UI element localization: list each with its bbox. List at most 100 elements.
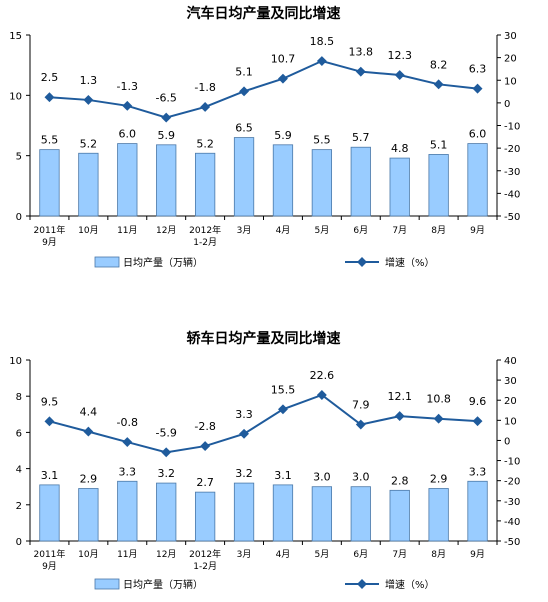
y2-tick-label: -50 [504, 212, 520, 223]
x-tick-label: 2011年 9月 [34, 548, 66, 572]
chart-title: 轿车日均产量及同比增速 [187, 330, 341, 347]
x-tick-label: 2011年 9月 [34, 224, 66, 248]
growth-value-label: -1.8 [194, 81, 215, 94]
y2-tick-label: 0 [504, 99, 510, 110]
bar [389, 489, 410, 542]
bar [428, 154, 449, 217]
x-tick-label: 3月 [237, 549, 252, 560]
growth-point [161, 112, 172, 123]
growth-point [83, 94, 94, 105]
y-tick-label: 0 [16, 212, 22, 223]
growth-value-label: 5.1 [235, 65, 253, 78]
x-tick-label: 12月 [156, 225, 176, 236]
growth-line [49, 393, 478, 454]
y2-tick-label: -10 [504, 122, 520, 133]
bar [233, 137, 255, 217]
bar [117, 480, 138, 542]
chart-title: 汽车日均产量及同比增速 [187, 5, 341, 22]
growth-value-label: 4.4 [80, 406, 98, 419]
x-tick-label: 9月 [470, 225, 485, 236]
bar-value-label: 2.9 [80, 473, 98, 486]
x-tick-label: 11月 [117, 225, 137, 236]
bar-value-label: 3.2 [157, 467, 175, 480]
legend-line-label: 增速（%） [385, 578, 435, 591]
bar-value-label: 5.2 [196, 137, 214, 150]
x-tick-label: 3月 [237, 225, 252, 236]
growth-value-label: 10.8 [426, 393, 451, 406]
bar-value-label: 5.2 [80, 137, 98, 150]
bar-value-label: 3.0 [352, 471, 370, 484]
growth-value-label: 7.9 [352, 399, 370, 412]
y2-tick-label: -20 [504, 144, 520, 155]
bar-value-label: 3.3 [119, 465, 137, 478]
growth-point [433, 79, 444, 90]
x-tick-label: 5月 [315, 225, 330, 236]
growth-value-label: -6.5 [155, 92, 176, 105]
bar [311, 486, 333, 542]
bar [194, 491, 216, 542]
growth-point [394, 70, 405, 80]
growth-line [49, 59, 478, 119]
growth-point [472, 83, 483, 94]
x-tick-label: 6月 [353, 225, 368, 236]
bar [117, 143, 138, 217]
x-tick-label: 10月 [78, 225, 98, 236]
growth-value-label: -1.3 [117, 80, 138, 93]
x-tick-label: 5月 [315, 549, 330, 560]
bar-value-label: 3.1 [41, 469, 59, 482]
growth-value-label: 8.2 [430, 58, 448, 71]
growth-value-label: 12.3 [387, 49, 412, 62]
bar-value-label: 5.9 [274, 129, 292, 142]
x-tick-label: 12月 [156, 549, 176, 560]
y-tick-label: 10 [9, 91, 22, 102]
growth-point [200, 101, 211, 112]
bar-value-label: 3.2 [235, 467, 253, 480]
bar-value-label: 5.5 [41, 134, 59, 147]
growth-value-label: 15.5 [271, 383, 296, 396]
bar [39, 149, 60, 217]
legend-bar-swatch [94, 578, 120, 590]
growth-value-label: 12.1 [387, 390, 412, 403]
legend-bar-label: 日均产量（万辆） [123, 578, 203, 591]
growth-point [161, 447, 172, 458]
growth-value-label: -5.9 [155, 426, 176, 439]
growth-point [433, 413, 444, 424]
y2-tick-label: -40 [504, 189, 520, 200]
bar [272, 484, 294, 542]
growth-point [316, 56, 327, 66]
bar-value-label: 4.8 [391, 142, 409, 155]
legend-bar-label: 日均产量（万辆） [123, 256, 203, 269]
bar [39, 484, 60, 542]
legend-line-marker [357, 257, 367, 267]
growth-point [122, 437, 133, 448]
bar-value-label: 2.9 [430, 473, 448, 486]
growth-value-label: 2.5 [41, 71, 59, 84]
x-tick-label: 10月 [78, 549, 98, 560]
growth-point [394, 411, 405, 422]
y2-tick-label: 0 [504, 436, 510, 447]
y2-tick-label: 10 [504, 76, 517, 87]
bar-value-label: 3.0 [313, 471, 331, 484]
y2-tick-label: 30 [504, 376, 517, 387]
bar-value-label: 6.5 [235, 122, 253, 135]
growth-value-label: 22.6 [310, 369, 335, 382]
y2-tick-label: -20 [504, 477, 520, 488]
legend-line-label: 增速（%） [385, 256, 435, 269]
bar-value-label: 5.5 [313, 134, 331, 147]
x-tick-label: 4月 [276, 549, 291, 560]
x-tick-label: 2012年 1-2月 [189, 548, 221, 572]
growth-value-label: 1.3 [80, 74, 98, 87]
y2-tick-label: 30 [504, 31, 517, 42]
y2-tick-label: -30 [504, 497, 520, 508]
x-tick-label: 6月 [353, 549, 368, 560]
bar-value-label: 2.7 [196, 476, 214, 489]
growth-point [355, 419, 366, 430]
bar [272, 144, 294, 217]
bar [78, 152, 99, 217]
y2-tick-label: -40 [504, 517, 520, 528]
growth-value-label: 10.7 [271, 53, 296, 66]
growth-point [200, 441, 211, 452]
bar-value-label: 6.0 [119, 128, 137, 141]
